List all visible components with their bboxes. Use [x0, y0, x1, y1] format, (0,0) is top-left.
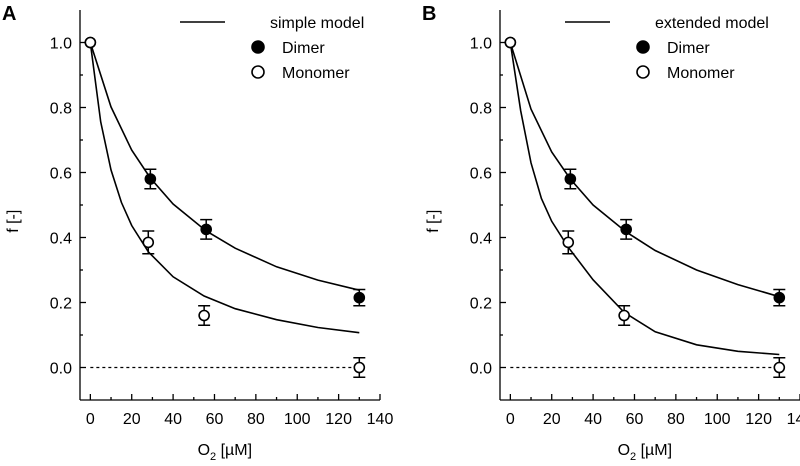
y-tick-label: 1.0: [470, 36, 492, 53]
monomer-point: [198, 309, 210, 322]
x-axis-label: O2 [µM]: [198, 442, 252, 463]
dimer-point: [200, 223, 213, 236]
legend-label-dimer: Dimer: [282, 40, 325, 57]
panel-letter: B: [422, 3, 436, 25]
x-tick-label: 80: [667, 411, 685, 428]
model-curve-monomer: [509, 42, 780, 356]
legend-monomer-marker: [636, 65, 650, 79]
x-tick-label: 120: [745, 411, 772, 428]
y-axis-label: f [-]: [5, 210, 22, 233]
legend-label-model: extended model: [655, 15, 769, 32]
legend-dimer-marker: [251, 40, 265, 54]
x-tick-label: 140: [787, 411, 800, 428]
monomer-point: [773, 361, 786, 374]
legend-monomer-marker: [251, 65, 265, 79]
x-tick-label: 40: [164, 411, 182, 428]
model-curve-monomer: [89, 42, 360, 334]
x-tick-label: 0: [86, 411, 95, 428]
y-tick-label: 0.6: [470, 166, 492, 183]
x-tick-label: 140: [367, 411, 394, 428]
dimer-point: [620, 223, 633, 236]
legend-dimer-marker: [636, 40, 650, 54]
legend-label-monomer: Monomer: [667, 65, 735, 82]
monomer-point: [618, 309, 630, 322]
x-tick-label: 100: [704, 411, 731, 428]
x-axis-label-main: O: [198, 442, 210, 459]
x-tick-label: 0: [506, 411, 515, 428]
y-tick-label: 0.0: [470, 361, 492, 378]
y-tick-label: 0.4: [50, 231, 72, 248]
x-axis-label-unit: [µM]: [216, 442, 252, 459]
model-curve-dimer: [509, 42, 780, 298]
x-tick-label: 80: [247, 411, 265, 428]
panel-letter: A: [2, 3, 16, 25]
y-axis-label: f [-]: [425, 210, 442, 233]
x-tick-label: 20: [543, 411, 561, 428]
y-tick-label: 0.0: [50, 361, 72, 378]
x-axis-label-unit: [µM]: [636, 442, 672, 459]
y-tick-label: 0.8: [50, 101, 72, 118]
y-tick-label: 0.2: [470, 296, 492, 313]
x-tick-label: 60: [626, 411, 644, 428]
y-tick-label: 1.0: [50, 36, 72, 53]
legend-label-model: simple model: [270, 15, 364, 32]
x-tick-label: 100: [284, 411, 311, 428]
x-tick-label: 20: [123, 411, 141, 428]
x-tick-label: 40: [584, 411, 602, 428]
legend-label-monomer: Monomer: [282, 65, 350, 82]
x-tick-label: 120: [325, 411, 352, 428]
dimer-point: [144, 173, 157, 185]
monomer-point: [142, 236, 155, 249]
x-axis-label-subscript: 2: [210, 451, 216, 463]
panel-a: A simple model Dimer Monomer f [-] O2 [µ…: [2, 3, 393, 463]
x-tick-label: 60: [206, 411, 224, 428]
y-tick-label: 0.2: [50, 296, 72, 313]
dimer-point: [773, 291, 786, 304]
monomer-point: [353, 361, 366, 374]
dimer-point: [564, 173, 577, 185]
monomer-point: [504, 36, 517, 49]
legend-label-dimer: Dimer: [667, 40, 710, 57]
monomer-point: [562, 236, 575, 249]
x-axis-label-subscript: 2: [630, 451, 636, 463]
panel-b: B extended model Dimer Monomer f [-] O2 …: [422, 3, 800, 463]
x-axis-label-main: O: [618, 442, 630, 459]
dimer-point: [353, 291, 366, 304]
x-axis-label: O2 [µM]: [618, 442, 672, 463]
y-tick-label: 0.6: [50, 166, 72, 183]
y-tick-label: 0.8: [470, 101, 492, 118]
monomer-point: [84, 36, 97, 49]
y-tick-label: 0.4: [470, 231, 492, 248]
model-curve-dimer: [89, 42, 360, 291]
